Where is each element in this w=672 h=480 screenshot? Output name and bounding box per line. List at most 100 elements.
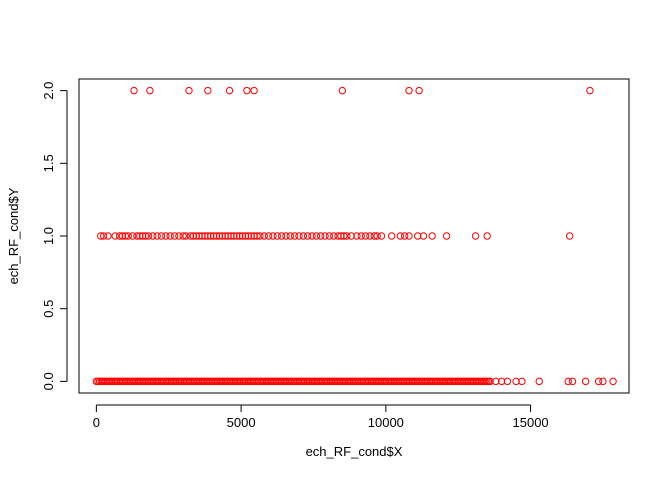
data-point [361, 232, 370, 240]
data-point [273, 232, 281, 240]
data-point [413, 232, 422, 240]
data-point [212, 232, 221, 240]
data-point [295, 232, 303, 240]
x-axis: 0 5000 10000 15000 [93, 404, 549, 430]
data-point [175, 232, 183, 240]
data-point [209, 232, 218, 240]
data-point [370, 232, 378, 240]
data-point [312, 232, 321, 240]
data-point [111, 232, 119, 240]
data-point [244, 232, 253, 240]
data-point [243, 86, 251, 95]
data-point [377, 232, 386, 240]
data-point [260, 232, 268, 240]
data-point [387, 232, 396, 240]
data-point [503, 377, 512, 386]
data-point [124, 232, 132, 240]
data-point [201, 232, 209, 240]
data-point [186, 232, 195, 240]
data-point [118, 232, 127, 240]
data-point [204, 232, 212, 240]
data-point [215, 232, 224, 240]
data-point [334, 232, 342, 240]
data-point [269, 232, 277, 240]
data-point [599, 377, 607, 386]
data-point [564, 377, 572, 386]
data-point [179, 232, 187, 240]
data-point [225, 86, 234, 95]
data-point [512, 377, 520, 386]
data-point [373, 232, 381, 240]
data-point [337, 232, 345, 240]
data-point [221, 232, 229, 240]
y-axis-title: ech_RF_cond$Y [6, 187, 21, 284]
data-point [182, 232, 190, 240]
data-point [347, 232, 355, 240]
data-point [192, 232, 200, 240]
y-tick-label: 1.0 [41, 227, 56, 245]
data-point [264, 232, 273, 240]
plot-frame [78, 78, 630, 394]
data-point [247, 232, 255, 240]
data-point [104, 232, 112, 240]
data-point [166, 232, 174, 240]
data-point [609, 377, 617, 386]
data-point [321, 232, 329, 240]
data-point [483, 232, 491, 240]
data-point [357, 232, 365, 240]
data-point [204, 86, 212, 95]
data-point [518, 377, 526, 386]
data-point [442, 232, 451, 240]
data-point [308, 232, 316, 240]
x-axis-title: ech_RF_cond$X [306, 444, 403, 459]
data-point [227, 232, 235, 240]
data-point [230, 232, 238, 240]
data-point [162, 232, 170, 240]
data-point [115, 232, 124, 240]
data-point [282, 232, 290, 240]
data-point [405, 86, 413, 95]
y-tick-label: 0.0 [41, 372, 56, 390]
data-point [253, 232, 261, 240]
data-point [136, 232, 144, 240]
data-point [568, 377, 577, 386]
data-point [233, 232, 241, 240]
data-point [299, 232, 308, 240]
data-point [586, 86, 594, 95]
data-point [149, 232, 157, 240]
data-point [353, 232, 361, 240]
data-point [343, 232, 351, 240]
data-point [121, 232, 130, 240]
data-point [366, 232, 374, 240]
data-point [535, 377, 543, 386]
data-point [317, 232, 325, 240]
data-point [195, 232, 203, 240]
data-point [97, 232, 105, 240]
x-tick-label: 10000 [368, 415, 404, 430]
data-point [325, 232, 334, 240]
data-point [400, 232, 409, 240]
data-point [497, 377, 506, 386]
data-point [238, 232, 247, 240]
data-point [141, 232, 150, 240]
data-point [185, 86, 193, 95]
data-point [170, 232, 179, 240]
x-tick-label: 15000 [513, 415, 549, 430]
data-point [157, 232, 166, 240]
data-point [492, 377, 500, 386]
y-axis: 0.0 0.5 1.0 1.5 2.0 [41, 82, 68, 390]
data-point [224, 232, 232, 240]
data-point [250, 86, 258, 95]
data-point [340, 232, 348, 240]
x-tick-label: 0 [93, 415, 100, 430]
y-tick-label: 1.5 [41, 154, 56, 172]
data-point [250, 232, 258, 240]
data-point [396, 232, 405, 240]
data-point [241, 232, 250, 240]
data-point [581, 377, 590, 386]
data-point [133, 232, 141, 240]
x-tick-label: 5000 [227, 415, 256, 430]
data-point [189, 232, 198, 240]
data-point [130, 86, 138, 95]
